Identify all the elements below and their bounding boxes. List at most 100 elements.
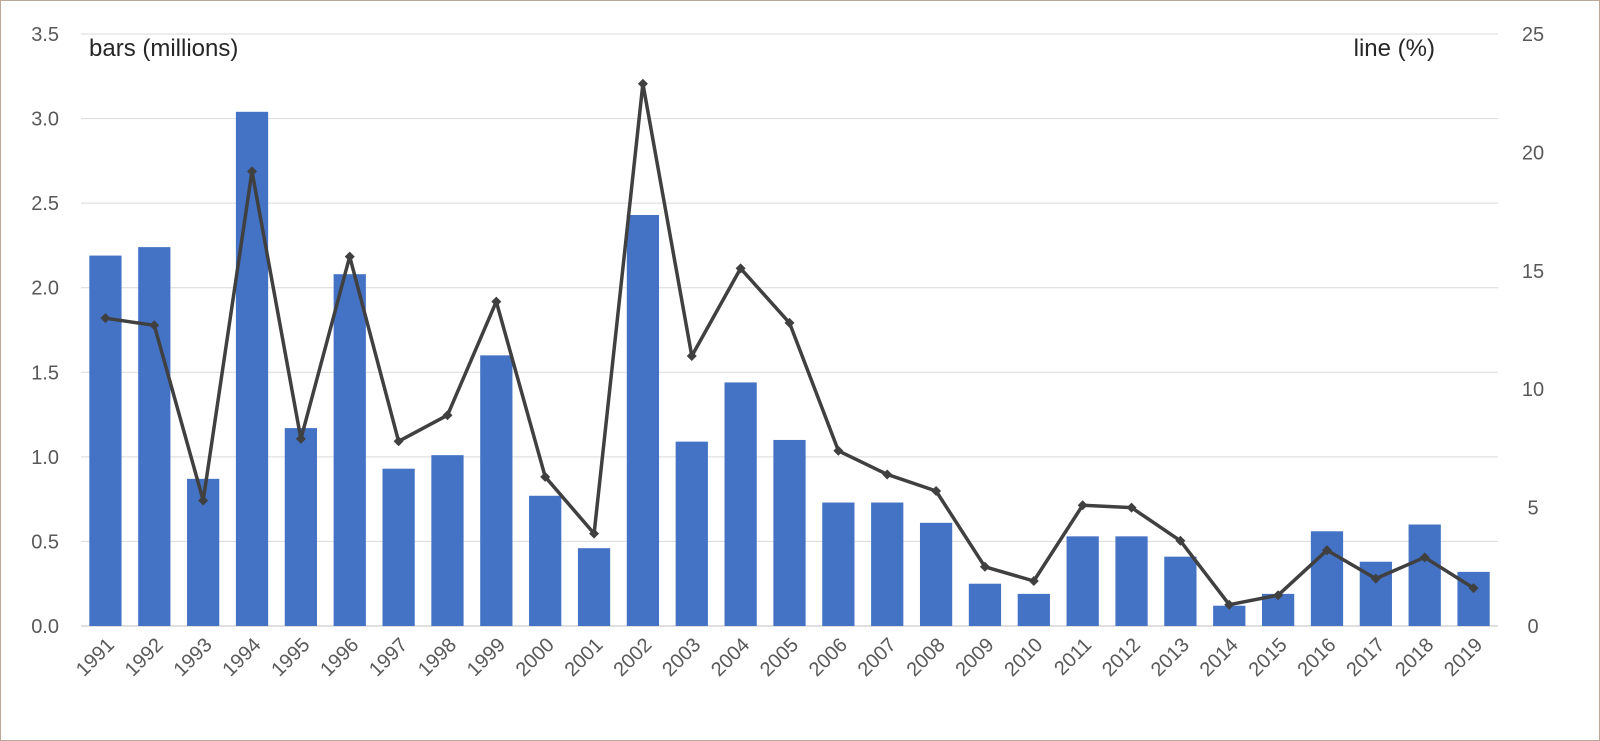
line-point [1468, 583, 1479, 594]
line-point [931, 486, 942, 497]
bar [431, 455, 464, 626]
x-tick-label: 1994 [219, 634, 266, 681]
line-point [491, 296, 502, 307]
x-tick-label: 2001 [561, 634, 608, 681]
bar [675, 441, 708, 626]
bar [235, 111, 269, 626]
x-tick-label: 2002 [609, 634, 656, 681]
line-point [198, 495, 209, 506]
line-point [100, 313, 111, 324]
bar [919, 522, 953, 626]
x-tick-label: 2014 [1196, 634, 1243, 681]
bar [1066, 536, 1099, 626]
x-tick-label: 2013 [1147, 634, 1194, 681]
bar [724, 382, 757, 626]
x-tick-label: 2015 [1245, 634, 1292, 681]
x-tick-label: 1997 [365, 634, 412, 681]
bar [822, 502, 855, 626]
bar [480, 355, 513, 626]
line-point [589, 528, 600, 539]
right-tick-label: 0 [1527, 616, 1538, 638]
bar [333, 274, 366, 626]
left-tick-label: 3.5 [31, 24, 59, 46]
left-tick-label: 0.5 [31, 531, 59, 553]
line-point [1321, 545, 1332, 556]
x-tick-label: 2003 [658, 634, 705, 681]
line-point [1370, 573, 1381, 584]
x-tick-label: 1991 [72, 634, 119, 681]
x-tick-label: 2004 [707, 634, 754, 681]
line-point [295, 433, 306, 444]
bar [871, 502, 904, 626]
line-point [637, 78, 648, 89]
bar [382, 468, 415, 626]
x-tick-label: 2019 [1440, 634, 1487, 681]
line-point [442, 410, 453, 421]
x-tick-label: 1999 [463, 634, 510, 681]
left-tick-label: 2.0 [31, 278, 59, 300]
right-tick-label: 10 [1522, 379, 1544, 401]
right-tick-label: 25 [1522, 24, 1544, 46]
x-tick-label: 1998 [414, 634, 461, 681]
right-tick-label: 5 [1527, 498, 1538, 520]
bar [577, 548, 611, 626]
bar-series [89, 111, 1490, 627]
x-tick-label: 2012 [1098, 634, 1145, 681]
bar [284, 428, 318, 626]
bar [1408, 524, 1441, 626]
right-axis-title: line (%) [1354, 35, 1435, 62]
right-axis-ticks: 0 5 10 15 20 25 [1522, 24, 1544, 638]
x-tick-label: 2008 [903, 634, 950, 681]
right-tick-label: 20 [1522, 142, 1544, 164]
x-tick-label: 2007 [854, 634, 901, 681]
line-point [1224, 599, 1235, 610]
line-point [1273, 590, 1284, 601]
left-tick-label: 3.0 [31, 109, 59, 131]
line-point [979, 561, 990, 572]
line-point [1077, 500, 1088, 511]
x-tick-label: 1992 [121, 634, 168, 681]
line-point [247, 166, 258, 177]
line-point [1419, 552, 1430, 563]
line-point [1028, 576, 1039, 587]
line-point [344, 251, 355, 262]
left-tick-label: 2.5 [31, 193, 59, 215]
right-tick-label: 15 [1522, 261, 1544, 283]
x-axis-ticks: 1991 1992 1993 1994 1995 1996 1997 1998 1999 2000… [72, 634, 1487, 681]
left-axis-ticks: 0.0 0.5 1.0 1.5 2.0 2.5 3.0 3.5 [31, 24, 59, 638]
x-tick-label: 1996 [316, 634, 363, 681]
line-point [149, 320, 160, 331]
line-point [1126, 502, 1137, 513]
bar [1213, 605, 1246, 626]
line-point [882, 469, 893, 480]
line-point [686, 351, 697, 362]
x-tick-label: 2016 [1293, 634, 1340, 681]
left-tick-label: 0.0 [31, 616, 59, 638]
bar [773, 439, 806, 626]
left-axis-title: bars (millions) [89, 35, 238, 62]
left-tick-label: 1.5 [31, 362, 59, 384]
bar [89, 255, 122, 626]
x-tick-label: 2000 [512, 634, 559, 681]
x-tick-label: 2018 [1391, 634, 1438, 681]
line-point [735, 263, 746, 274]
x-tick-label: 1993 [170, 634, 217, 681]
x-tick-label: 2009 [951, 634, 998, 681]
bar [1115, 536, 1148, 626]
line-point [1175, 535, 1186, 546]
x-tick-label: 2006 [805, 634, 852, 681]
bar [1017, 593, 1050, 626]
line-series [100, 78, 1479, 610]
bar [1164, 556, 1197, 626]
bar [626, 214, 660, 627]
bar [138, 247, 171, 626]
line-point [393, 436, 404, 447]
x-tick-label: 2017 [1342, 634, 1389, 681]
x-tick-label: 2011 [1050, 634, 1096, 680]
line-point [784, 317, 795, 328]
left-tick-label: 1.0 [31, 447, 59, 469]
line-point [540, 471, 551, 482]
x-tick-label: 2005 [756, 634, 803, 681]
bar [968, 583, 1002, 626]
